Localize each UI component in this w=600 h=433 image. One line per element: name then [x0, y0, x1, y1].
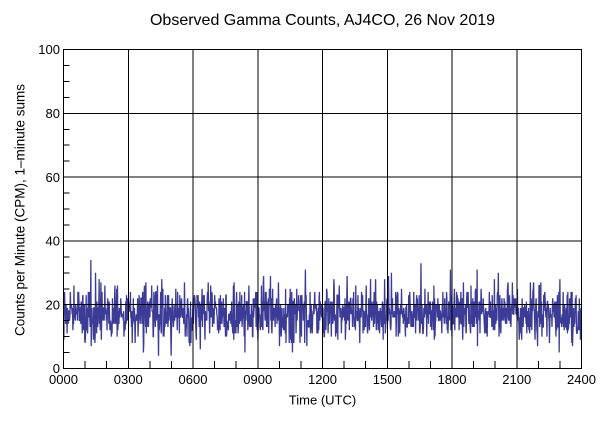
svg-text:20: 20 — [46, 297, 60, 312]
svg-text:Counts per Minute (CPM), 1–min: Counts per Minute (CPM), 1–minute sums — [13, 84, 28, 336]
svg-text:1500: 1500 — [373, 372, 402, 387]
svg-text:0900: 0900 — [243, 372, 272, 387]
svg-text:0600: 0600 — [179, 372, 208, 387]
svg-text:0000: 0000 — [49, 372, 78, 387]
svg-text:2400: 2400 — [567, 372, 596, 387]
svg-text:1800: 1800 — [438, 372, 467, 387]
svg-text:1200: 1200 — [308, 372, 337, 387]
svg-text:80: 80 — [46, 106, 60, 121]
svg-text:2100: 2100 — [502, 372, 531, 387]
svg-text:0: 0 — [53, 361, 60, 376]
svg-text:40: 40 — [46, 234, 60, 249]
svg-text:Observed Gamma Counts, AJ4CO,: Observed Gamma Counts, AJ4CO, 26 Nov 201… — [150, 12, 495, 29]
svg-text:Time (UTC): Time (UTC) — [289, 393, 356, 408]
svg-text:60: 60 — [46, 170, 60, 185]
svg-text:0300: 0300 — [114, 372, 143, 387]
svg-text:100: 100 — [38, 42, 60, 57]
